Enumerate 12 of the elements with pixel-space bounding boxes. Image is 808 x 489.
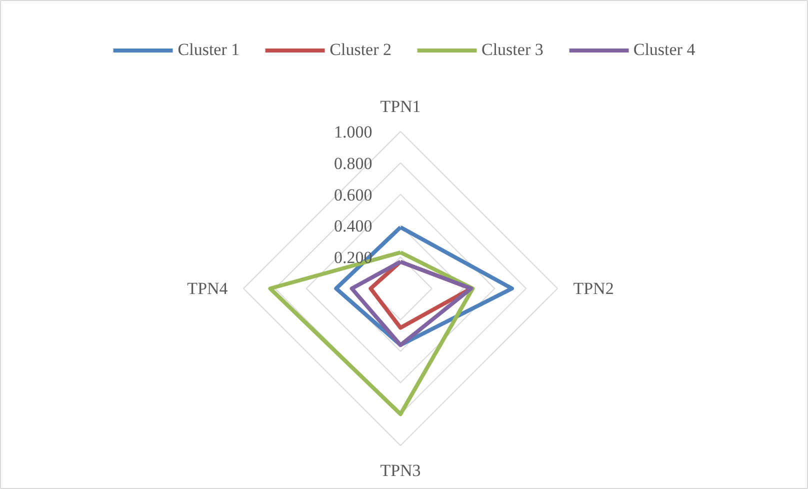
spoke-label: TPN1 — [380, 96, 421, 116]
y-tick-label: 1.000 — [334, 122, 372, 142]
y-tick-label: 0.600 — [334, 185, 372, 204]
legend-label: Cluster 4 — [633, 40, 696, 60]
legend-label: Cluster 2 — [330, 40, 392, 60]
spoke-label: TPN3 — [380, 461, 421, 480]
y-tick-label: 0.400 — [334, 216, 372, 236]
spoke-label: TPN4 — [187, 279, 228, 298]
legend-label: Cluster 1 — [178, 40, 240, 60]
legend-label: Cluster 3 — [482, 40, 544, 60]
spoke-label: TPN2 — [573, 279, 614, 298]
y-tick-label: 0.800 — [334, 154, 372, 173]
